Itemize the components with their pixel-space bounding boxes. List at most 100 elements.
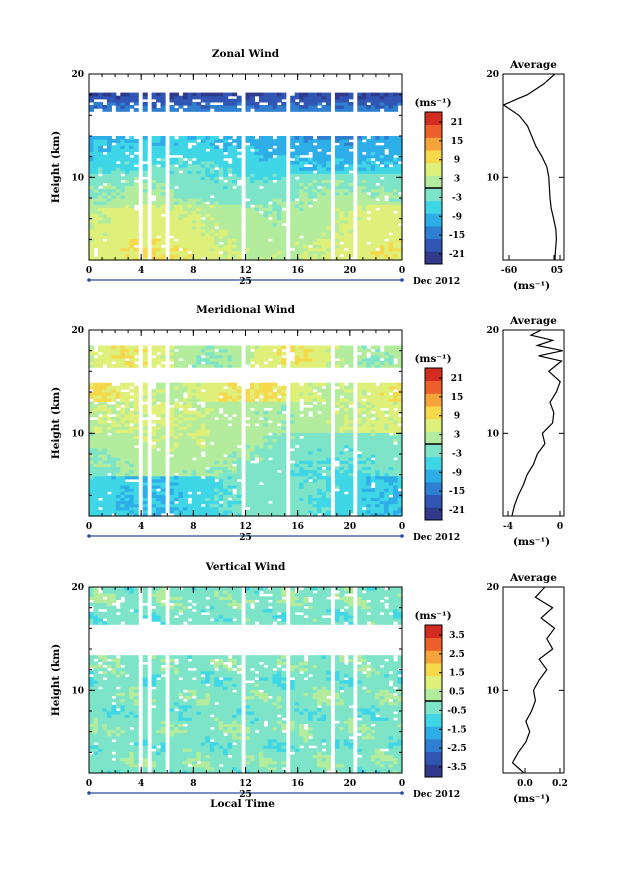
heatmap-cell [272,105,278,109]
heatmap-cell [317,506,323,511]
heatmap-cell [120,194,126,199]
heatmap-cell [227,472,233,477]
heatmap-cell [258,136,264,140]
heatmap-cell [160,463,166,467]
heatmap-cell [97,401,104,405]
heatmap-cell [317,201,323,205]
heatmap-cell [267,503,273,508]
heatmap-cell [89,173,95,177]
heatmap-cell [308,182,314,187]
heatmap-cell [156,160,162,165]
heatmap-cell [129,229,135,233]
heatmap-cell [290,463,296,467]
heatmap-cell [375,92,381,97]
heatmap-cell [343,136,349,140]
heatmap-cell [89,182,95,187]
heatmap-cell [308,95,314,100]
heatmap-cell [308,225,314,230]
heatmap-cell [133,450,139,455]
heatmap-cell [102,229,108,233]
heatmap-cell [303,136,309,140]
heatmap-cell [187,475,193,480]
heatmap-cell [281,148,287,153]
heatmap-cell [308,219,314,224]
heatmap-cell [334,98,340,103]
heatmap-cell [236,95,242,100]
heatmap-cell [254,506,260,511]
heatmap-cell [249,345,256,350]
heatmap-cell [263,491,269,495]
heatmap-cell [129,497,135,502]
heatmap-cell [169,463,175,467]
heatmap-cell [361,213,367,218]
heatmap-cell [361,250,367,255]
heatmap-cell [102,222,108,227]
heatmap-cell [343,160,349,165]
heatmap-cell [258,95,264,100]
heatmap-cell [227,401,233,405]
heatmap-cell [120,188,126,193]
heatmap-cell [263,401,269,405]
heatmap-cell [191,478,197,483]
heatmap-cell [303,232,309,236]
heatmap-cell [209,466,215,471]
heatmap-cell [249,472,256,477]
heatmap-cell [93,191,99,196]
heatmap-cell [124,95,130,100]
heatmap-cell [263,207,269,211]
heatmap-cell [200,485,206,489]
heatmap-cell [232,219,238,224]
heatmap-cell [209,364,215,368]
heatmap-cell [393,173,399,177]
heatmap-cell [276,500,282,505]
heatmap-cell [312,429,318,433]
heatmap-cell [182,145,188,149]
heatmap-cell [173,388,180,393]
heatmap-cell [299,225,305,230]
heatmap-cell [97,92,104,97]
heatmap-cell [334,167,340,171]
heatmap-cell [142,475,148,480]
heatmap-cell [299,485,305,489]
heatmap-cell [357,250,363,255]
heatmap-cell [196,509,202,514]
heatmap-cell [325,173,332,177]
heatmap-cell [169,429,175,433]
heatmap-cell [276,413,282,418]
heatmap-cell [397,145,403,149]
heatmap-cell [111,345,117,350]
heatmap-cell [102,438,108,443]
heatmap-cell [388,148,394,153]
heatmap-cell [276,354,282,359]
heatmap-cell [115,472,121,477]
heatmap-cell [218,232,224,236]
heatmap-cell [102,382,108,387]
heatmap-cell [397,204,403,208]
heatmap-cell [102,198,108,202]
heatmap-cell [111,213,117,218]
heatmap-cell [272,247,278,252]
heatmap-cell [290,238,296,242]
heatmap-cell [299,472,305,477]
heatmap-cell [308,188,314,193]
heatmap-cell [232,225,238,230]
heatmap-cell [249,426,256,430]
heatmap-cell [196,170,202,174]
heatmap-cell [89,361,95,365]
heatmap-cell [245,105,251,109]
heatmap-cell [106,466,112,471]
heatmap-cell [102,139,108,143]
heatmap-cell [173,216,180,221]
heatmap-cell [178,481,184,486]
heatmap-cell [169,388,175,393]
heatmap-cell [124,447,130,452]
heatmap-cell [339,210,345,215]
heatmap-cell [173,419,180,424]
heatmap-cell [267,136,273,140]
heatmap-cell [348,232,354,236]
heatmap-cell [294,95,300,100]
heatmap-cell [245,457,251,461]
heatmap-cell [120,457,126,461]
heatmap-cell [89,136,95,140]
heatmap-cell [299,229,305,233]
